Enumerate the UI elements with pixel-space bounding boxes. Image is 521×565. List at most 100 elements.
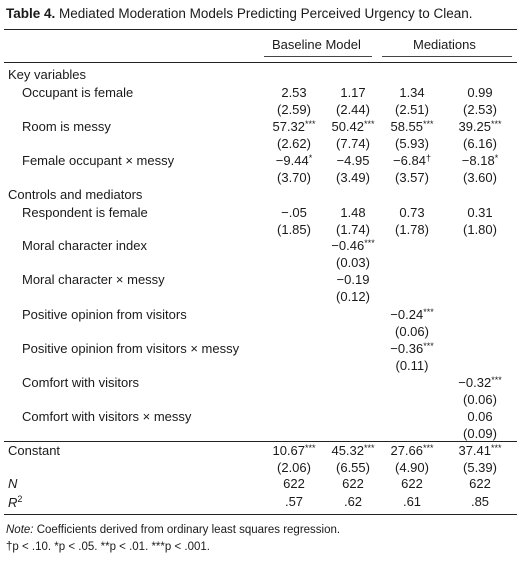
significance-mark: *** (364, 238, 375, 248)
significance-note: †p < .10. *p < .05. **p < .01. ***p < .0… (6, 541, 210, 553)
row-label-female-messy: Female occupant × messy (22, 153, 175, 168)
stat-label-text: N (8, 476, 18, 491)
coef-cell: −9.44* (262, 153, 326, 168)
note-prefix: Note: (6, 524, 34, 536)
coef-value: 50.42 (331, 119, 365, 134)
coef-cell: 10.67*** (262, 443, 326, 458)
stat-value: 622 (469, 476, 491, 491)
stat-label-text: R (8, 495, 18, 510)
coef-value: 2.53 (281, 85, 307, 100)
significance-mark: *** (423, 443, 434, 453)
coef-value: −0.24 (390, 307, 424, 322)
se-value: (0.03) (336, 255, 370, 270)
coef-cell: 39.25*** (448, 119, 512, 134)
se-value: (6.55) (336, 460, 370, 475)
significance-mark: * (308, 153, 313, 163)
coef-cell: 0.99 (448, 85, 512, 100)
significance-mark: *** (305, 443, 316, 453)
section-key-variables: Key variables (8, 67, 87, 82)
coef-cell: 0.31 (448, 205, 512, 220)
se-value: (4.90) (395, 460, 429, 475)
row-label-constant: Constant (8, 443, 61, 458)
coef-cell: −8.18* (448, 153, 512, 168)
se-value: (2.06) (277, 460, 311, 475)
header-mediations: Mediations (413, 37, 476, 52)
table-number: Table 4. (6, 6, 56, 21)
header-mediations-underline (382, 56, 512, 57)
se-value: (3.49) (336, 170, 370, 185)
coef-value: 37.41 (458, 443, 492, 458)
row-label-moral-messy: Moral character × messy (22, 272, 165, 287)
coef-cell: 1.48 (321, 205, 385, 220)
significance-mark: *** (491, 375, 502, 385)
se-value: (0.06) (463, 392, 497, 407)
coef-cell: −0.46*** (321, 238, 385, 253)
se-value: (3.57) (395, 170, 429, 185)
significance-mark: *** (364, 443, 375, 453)
significance-mark: *** (423, 341, 434, 351)
coef-value: −4.95 (336, 153, 370, 168)
se-value: (6.16) (463, 136, 497, 151)
coef-value: −0.19 (336, 272, 370, 287)
coef-value: 57.32 (272, 119, 306, 134)
se-value: (2.44) (336, 102, 370, 117)
coef-value: 0.73 (399, 205, 425, 220)
row-label-positive-opinion: Positive opinion from visitors (22, 307, 187, 322)
coef-cell: 58.55*** (380, 119, 444, 134)
stat-value: .85 (470, 494, 490, 509)
coef-cell: 45.32*** (321, 443, 385, 458)
significance-mark: *** (364, 119, 375, 129)
row-label-positive-messy: Positive opinion from visitors × messy (22, 341, 240, 356)
significance-mark: *** (491, 119, 502, 129)
table-note: Note: Coefficients derived from ordinary… (6, 524, 340, 536)
header-baseline: Baseline Model (272, 37, 361, 52)
coef-cell: 37.41*** (448, 443, 512, 458)
coef-value: 0.06 (467, 409, 493, 424)
se-value: (1.74) (336, 222, 370, 237)
coef-value: 1.48 (340, 205, 366, 220)
top-rule (4, 29, 517, 30)
coef-cell: −4.95 (321, 153, 385, 168)
coef-value: 45.32 (331, 443, 365, 458)
coef-cell: −0.32*** (448, 375, 512, 390)
stat-value: .62 (343, 494, 363, 509)
se-value: (0.09) (463, 426, 497, 441)
coef-cell: 0.06 (448, 409, 512, 424)
se-value: (2.59) (277, 102, 311, 117)
coef-cell: −0.19 (321, 272, 385, 287)
coef-value: −6.84 (393, 153, 426, 168)
stat-value: .61 (402, 494, 422, 509)
coef-cell: 27.66*** (380, 443, 444, 458)
coef-value: 27.66 (390, 443, 424, 458)
note-text: Coefficients derived from ordinary least… (33, 524, 341, 536)
coef-cell: 1.34 (380, 85, 444, 100)
significance-mark: † (425, 153, 431, 163)
coef-value: 0.31 (467, 205, 493, 220)
se-value: (3.70) (277, 170, 311, 185)
constant-rule (4, 441, 517, 442)
coef-value: −.05 (281, 205, 307, 220)
se-value: (5.39) (463, 460, 497, 475)
table-caption: Table 4. Mediated Moderation Models Pred… (6, 6, 473, 21)
coef-value: 10.67 (272, 443, 306, 458)
stat-value: .57 (284, 494, 304, 509)
coef-value: −0.46 (331, 238, 365, 253)
coef-cell: −6.84† (380, 153, 444, 168)
row-label-occupant-female: Occupant is female (22, 85, 134, 100)
se-value: (1.80) (463, 222, 497, 237)
coef-cell: −0.24*** (380, 307, 444, 322)
coef-value: 0.99 (467, 85, 493, 100)
stat-value: 622 (283, 476, 305, 491)
table-title: Mediated Moderation Models Predicting Pe… (59, 6, 473, 21)
stat-value: 622 (342, 476, 364, 491)
coef-cell: 2.53 (262, 85, 326, 100)
row-label-room-messy: Room is messy (22, 119, 111, 134)
coef-value: 1.17 (340, 85, 366, 100)
se-value: (2.53) (463, 102, 497, 117)
coef-value: −9.44 (275, 153, 309, 168)
se-value: (7.74) (336, 136, 370, 151)
coef-cell: 50.42*** (321, 119, 385, 134)
se-value: (1.78) (395, 222, 429, 237)
stat-value: 622 (401, 476, 423, 491)
row-label-comfort-messy: Comfort with visitors × messy (22, 409, 192, 424)
